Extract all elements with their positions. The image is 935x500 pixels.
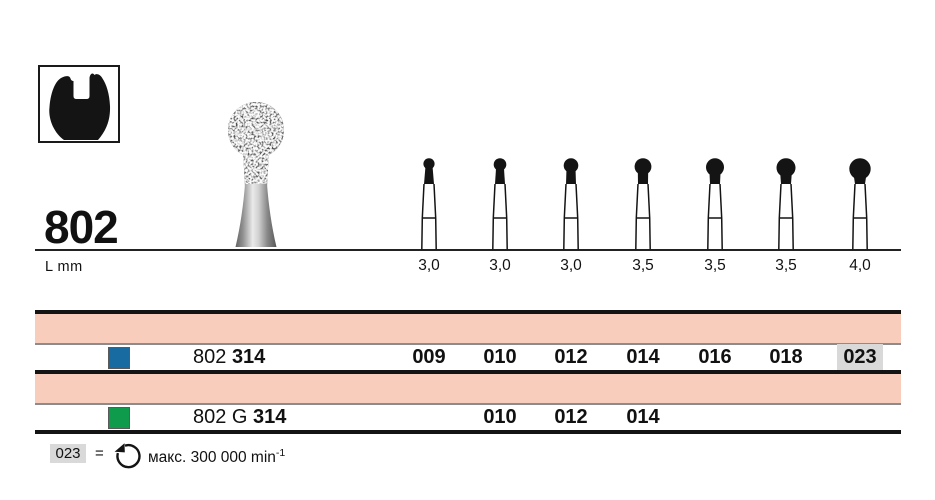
instrument-code-figure: 802 (193, 346, 232, 368)
table-band-2 (35, 374, 901, 403)
instrument-code-figure: 802 G (193, 406, 254, 428)
footnote-speed: макс. 300 000 min-1 (148, 447, 286, 467)
instrument-code: 802 G 314 (193, 404, 286, 430)
color-swatch-green (108, 407, 130, 429)
table-thin-rule-1 (35, 343, 901, 345)
size-cell: 010 (483, 406, 517, 428)
table-rule-top (35, 310, 901, 314)
instrument-code-shank: 314 (231, 346, 266, 368)
table-thin-rule-2 (35, 403, 901, 405)
instrument-code-shank: 314 (253, 406, 287, 428)
bur-pictogram (776, 158, 796, 250)
table-row: 802 314 009 010 012 014 016 018 023 (0, 344, 935, 370)
size-cell: 023 (837, 344, 883, 370)
color-swatch-blue (108, 347, 130, 369)
length-label: 3,5 (775, 257, 797, 274)
tooth-shape-box (38, 65, 120, 143)
bur-pictogram (634, 158, 652, 250)
figure-number: 802 (44, 201, 119, 253)
footnote-code-badge: 023 (50, 444, 86, 463)
length-label: 3,5 (632, 257, 654, 274)
length-unit-label: L mm (45, 259, 83, 275)
instrument-code: 802 314 (193, 344, 265, 370)
size-cell: 018 (769, 346, 803, 368)
molar-crown-icon (49, 73, 111, 140)
rotation-max-speed-icon (114, 443, 141, 469)
table-band-1 (35, 314, 901, 343)
length-label: 3,0 (560, 257, 582, 274)
size-cell: 012 (554, 346, 588, 368)
size-cell: 012 (554, 406, 588, 428)
bur-pictogram (706, 158, 724, 250)
footnote-speed-exponent: -1 (275, 447, 286, 459)
baseline-rule (35, 249, 901, 251)
length-label: 3,0 (489, 257, 511, 274)
size-cell: 010 (483, 346, 517, 368)
bur-pictogram (849, 158, 871, 250)
size-cell: 014 (626, 406, 660, 428)
size-cell: 009 (412, 346, 446, 368)
length-label: 4,0 (849, 257, 871, 274)
bur-pictogram (563, 158, 579, 250)
size-cell: 014 (626, 346, 660, 368)
table-rule-mid (35, 370, 901, 374)
bur-shank (235, 184, 277, 247)
bur-pictogram (492, 158, 508, 250)
size-cell: 016 (698, 346, 732, 368)
table-row: 802 G 314 010 012 014 (0, 404, 935, 430)
table-rule-bottom (35, 430, 901, 434)
footnote-equals: = (95, 445, 104, 462)
bur-photo (228, 102, 284, 247)
length-label: 3,0 (418, 257, 440, 274)
bur-pictogram (421, 158, 437, 250)
length-label: 3,5 (704, 257, 726, 274)
